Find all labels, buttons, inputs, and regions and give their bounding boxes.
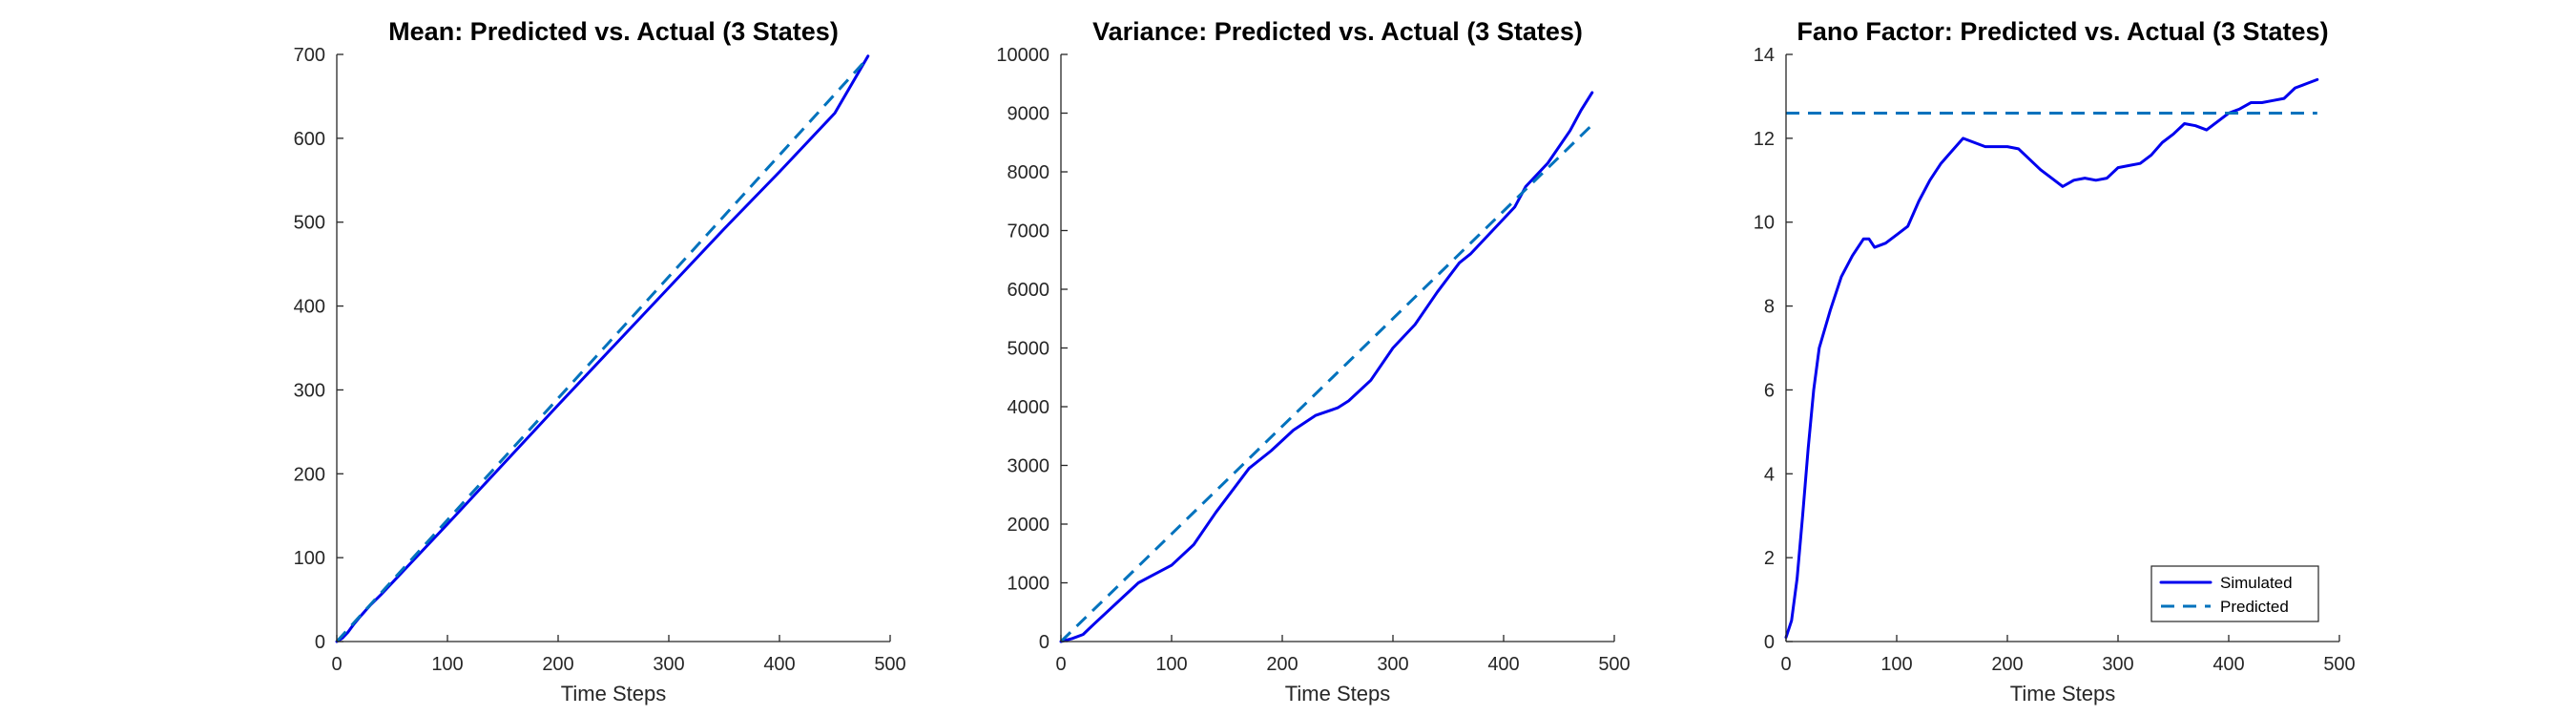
y-tick-label: 14 bbox=[1754, 45, 1775, 66]
x-tick-label: 0 bbox=[331, 654, 342, 675]
x-tick-label: 300 bbox=[1377, 654, 1408, 675]
y-tick-label: 4000 bbox=[1008, 397, 1050, 418]
x-axis-label: Time Steps bbox=[561, 682, 666, 705]
x-tick-label: 100 bbox=[1155, 654, 1187, 675]
y-tick-label: 6000 bbox=[1008, 280, 1050, 301]
y-tick-label: 12 bbox=[1754, 129, 1775, 150]
y-tick-label: 0 bbox=[1039, 632, 1049, 653]
y-tick-label: 500 bbox=[294, 213, 325, 234]
series-group bbox=[1784, 77, 2319, 640]
x-tick-label: 200 bbox=[1991, 654, 2023, 675]
x-tick-label: 0 bbox=[1780, 654, 1791, 675]
x-tick-label: 500 bbox=[2323, 654, 2355, 675]
x-tick-label: 500 bbox=[1598, 654, 1630, 675]
x-tick-label: 0 bbox=[1055, 654, 1066, 675]
y-tick-label: 7000 bbox=[1008, 221, 1050, 242]
x-tick-label: 300 bbox=[653, 654, 684, 675]
y-tick-label: 1000 bbox=[1008, 574, 1050, 595]
legend: Simulated Predicted bbox=[2150, 565, 2319, 622]
x-tick-label: 100 bbox=[1880, 654, 1912, 675]
subplot-variance: Variance: Predicted vs. Actual (3 States… bbox=[996, 17, 1630, 705]
y-tick-label: 6 bbox=[1764, 380, 1775, 401]
x-axis-label: Time Steps bbox=[1285, 682, 1390, 705]
chart-title: Variance: Predicted vs. Actual (3 States… bbox=[1092, 17, 1583, 46]
y-tick-label: 2 bbox=[1764, 548, 1775, 569]
y-tick-label: 0 bbox=[1764, 632, 1775, 653]
y-tick-label: 200 bbox=[294, 464, 325, 485]
predicted-legend-label: Predicted bbox=[2220, 598, 2289, 616]
y-tick-label: 100 bbox=[294, 548, 325, 569]
x-tick-label: 200 bbox=[542, 654, 573, 675]
x-tick-label: 300 bbox=[2102, 654, 2133, 675]
y-tick-label: 600 bbox=[294, 129, 325, 150]
series-group bbox=[1059, 91, 1594, 643]
legend-box bbox=[2150, 565, 2319, 622]
x-tick-label: 100 bbox=[431, 654, 463, 675]
y-tick-label: 8000 bbox=[1008, 162, 1050, 183]
x-tick-label: 400 bbox=[763, 654, 795, 675]
y-tick-label: 10 bbox=[1754, 213, 1775, 234]
x-tick-label: 400 bbox=[2212, 654, 2244, 675]
chart-title: Fano Factor: Predicted vs. Actual (3 Sta… bbox=[1797, 17, 2328, 46]
y-tick-label: 9000 bbox=[1008, 104, 1050, 125]
simulated-legend-label: Simulated bbox=[2220, 574, 2293, 592]
y-tick-label: 700 bbox=[294, 45, 325, 66]
y-tick-label: 400 bbox=[294, 297, 325, 318]
y-tick-label: 0 bbox=[315, 632, 325, 653]
subplot-mean: Mean: Predicted vs. Actual (3 States) 0 10… bbox=[294, 17, 906, 705]
predicted-series-line bbox=[1059, 123, 1593, 643]
x-tick-label: 200 bbox=[1266, 654, 1298, 675]
y-tick-label: 3000 bbox=[1008, 456, 1050, 477]
simulated-series-line bbox=[1059, 91, 1594, 643]
x-axis-label: Time Steps bbox=[2010, 682, 2115, 705]
y-tick-label: 4 bbox=[1764, 464, 1775, 485]
x-tick-label: 500 bbox=[874, 654, 905, 675]
y-tick-label: 10000 bbox=[996, 45, 1049, 66]
y-tick-label: 8 bbox=[1764, 297, 1775, 318]
y-tick-label: 300 bbox=[294, 380, 325, 401]
predicted-series-line bbox=[335, 56, 869, 643]
y-tick-label: 5000 bbox=[1008, 339, 1050, 360]
chart-title: Mean: Predicted vs. Actual (3 States) bbox=[388, 17, 839, 46]
y-tick-label: 2000 bbox=[1008, 515, 1050, 536]
series-group bbox=[335, 54, 870, 643]
subplot-fano-factor: Fano Factor: Predicted vs. Actual (3 Sta… bbox=[1754, 17, 2356, 705]
simulated-series-line bbox=[1784, 77, 2319, 640]
x-tick-label: 400 bbox=[1487, 654, 1519, 675]
